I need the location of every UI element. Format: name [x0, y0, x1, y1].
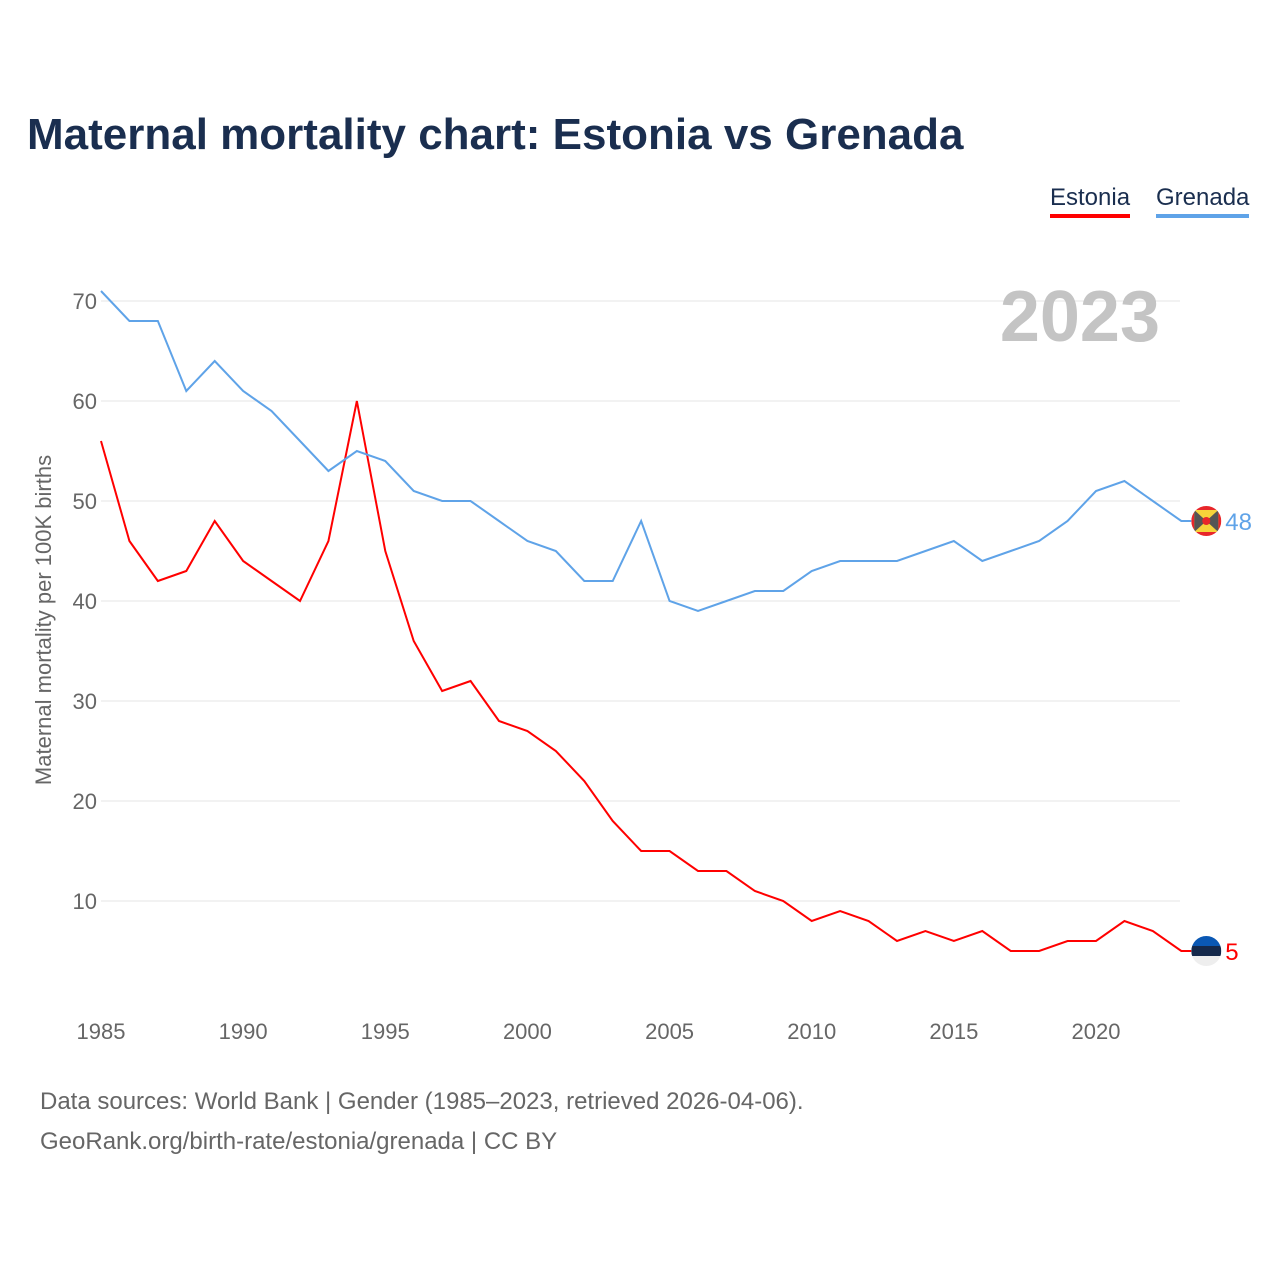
series-line-estonia [100, 400, 1192, 952]
x-tick-label: 2010 [787, 1019, 836, 1044]
y-tick-label: 40 [73, 589, 97, 614]
y-tick-label: 60 [73, 389, 97, 414]
source-line-1: Data sources: World Bank | Gender (1985–… [40, 1088, 804, 1115]
x-tick-label: 1995 [361, 1019, 410, 1044]
y-axis-label: Maternal mortality per 100K births [31, 455, 56, 785]
end-label-estonia: 5 [1225, 939, 1238, 966]
x-tick-label: 2000 [503, 1019, 552, 1044]
x-tick-label: 1990 [219, 1019, 268, 1044]
chart-title: Maternal mortality chart: Estonia vs Gre… [27, 110, 964, 159]
source-line-2: GeoRank.org/birth-rate/estonia/grenada |… [40, 1128, 558, 1155]
y-tick-label: 50 [73, 489, 97, 514]
y-tick-label: 10 [73, 889, 97, 914]
year-label: 2023 [1000, 277, 1160, 357]
y-tick-label: 70 [73, 289, 97, 314]
flag-icon-estonia [1191, 936, 1222, 966]
flag-icon-grenada [1191, 506, 1222, 536]
legend-grenada[interactable]: Grenada [1156, 184, 1250, 218]
y-tick-label: 30 [73, 689, 97, 714]
x-tick-label: 2005 [645, 1019, 694, 1044]
x-tick-label: 2020 [1072, 1019, 1121, 1044]
y-tick-label: 20 [73, 789, 97, 814]
series-line-grenada [100, 290, 1192, 613]
x-tick-label: 1985 [77, 1019, 126, 1044]
x-tick-label: 2015 [929, 1019, 978, 1044]
end-label-grenada: 48 [1225, 509, 1252, 536]
legend-estonia[interactable]: Estonia [1050, 184, 1131, 218]
